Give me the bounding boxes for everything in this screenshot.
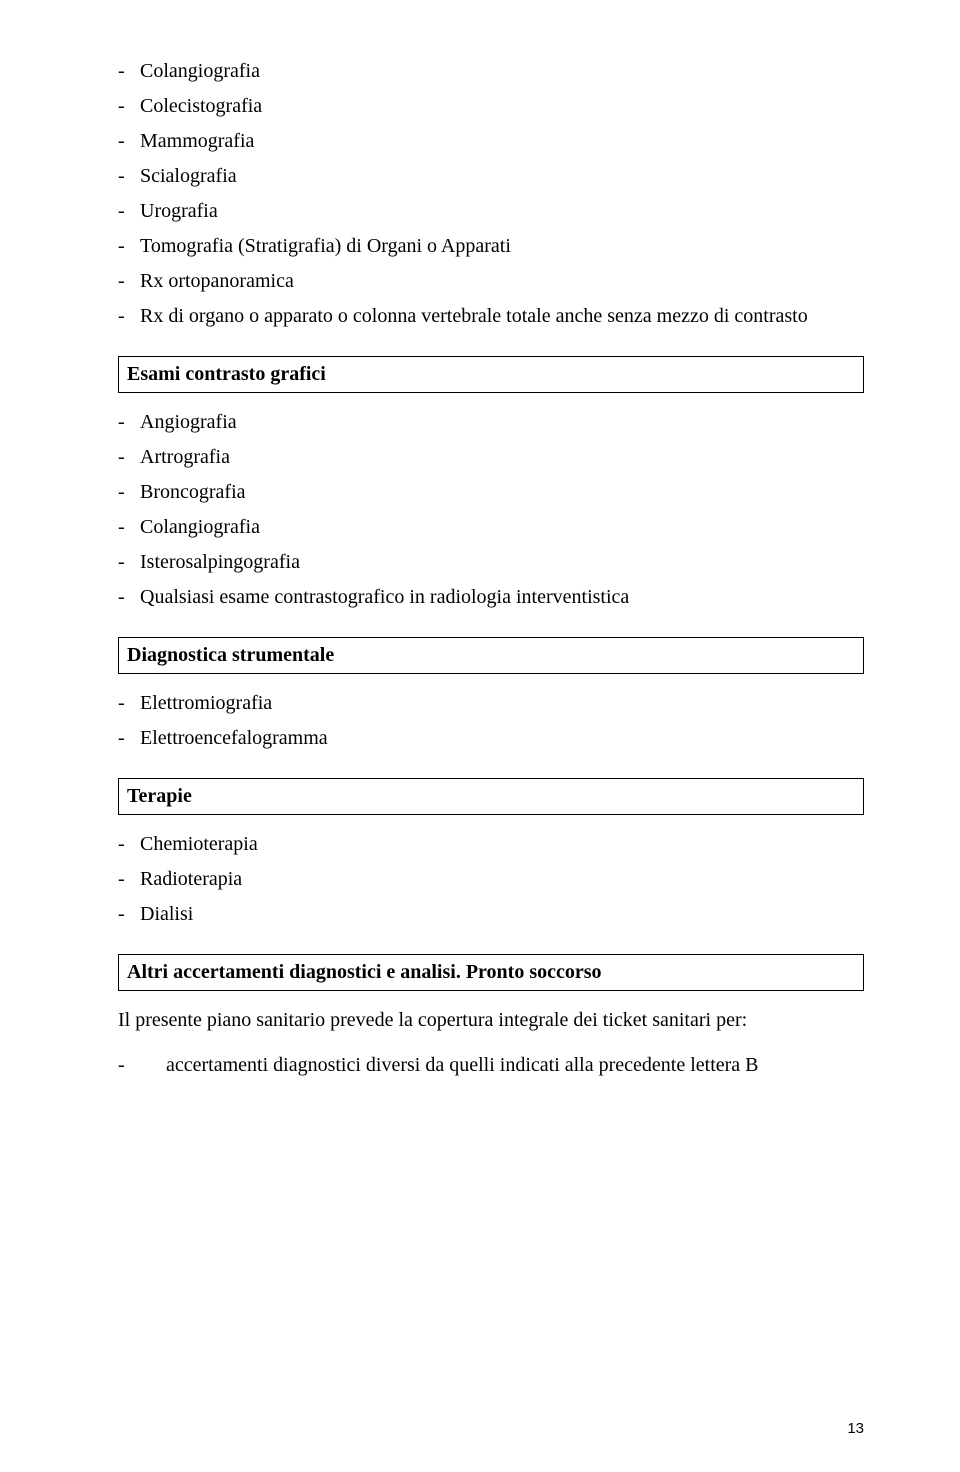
- dash-icon: -: [118, 1050, 166, 1081]
- dash-icon: -: [118, 231, 140, 262]
- list-item-text: Rx di organo o apparato o colonna verteb…: [140, 301, 864, 332]
- list-item: -Qualsiasi esame contrastografico in rad…: [118, 582, 864, 613]
- list-item: -Colecistografia: [118, 91, 864, 122]
- list-item: -Angiografia: [118, 407, 864, 438]
- list-item: -Rx ortopanoramica: [118, 266, 864, 297]
- list-item-text: Broncografia: [140, 477, 864, 508]
- dash-icon: -: [118, 301, 140, 332]
- list-item: -Rx di organo o apparato o colonna verte…: [118, 301, 864, 332]
- dash-icon: -: [118, 512, 140, 543]
- section-heading-altri: Altri accertamenti diagnostici e analisi…: [118, 954, 864, 991]
- list-item: -Chemioterapia: [118, 829, 864, 860]
- dash-icon: -: [118, 899, 140, 930]
- list-item-text: accertamenti diagnostici diversi da quel…: [166, 1050, 864, 1081]
- list-item-text: Urografia: [140, 196, 864, 227]
- list-item: -Artrografia: [118, 442, 864, 473]
- dash-icon: -: [118, 582, 140, 613]
- list-item-text: Dialisi: [140, 899, 864, 930]
- dash-icon: -: [118, 829, 140, 860]
- dash-icon: -: [118, 196, 140, 227]
- list-radiologia: -Colangiografia -Colecistografia -Mammog…: [118, 56, 864, 332]
- list-item-text: Rx ortopanoramica: [140, 266, 864, 297]
- document-page: -Colangiografia -Colecistografia -Mammog…: [0, 0, 960, 1472]
- dash-icon: -: [118, 56, 140, 87]
- list-item-text: Colecistografia: [140, 91, 864, 122]
- list-accertamenti: -accertamenti diagnostici diversi da que…: [118, 1050, 864, 1081]
- list-diagnostica: -Elettromiografia -Elettroencefalogramma: [118, 688, 864, 754]
- dash-icon: -: [118, 864, 140, 895]
- page-number: 13: [847, 1417, 864, 1440]
- list-item: -Scialografia: [118, 161, 864, 192]
- dash-icon: -: [118, 547, 140, 578]
- dash-icon: -: [118, 442, 140, 473]
- list-item-text: Tomografia (Stratigrafia) di Organi o Ap…: [140, 231, 864, 262]
- dash-icon: -: [118, 161, 140, 192]
- dash-icon: -: [118, 126, 140, 157]
- paragraph-intro: Il presente piano sanitario prevede la c…: [118, 1005, 864, 1036]
- section-heading-diagnostica: Diagnostica strumentale: [118, 637, 864, 674]
- section-heading-terapie: Terapie: [118, 778, 864, 815]
- list-item: -Elettromiografia: [118, 688, 864, 719]
- list-item-text: Scialografia: [140, 161, 864, 192]
- dash-icon: -: [118, 266, 140, 297]
- dash-icon: -: [118, 688, 140, 719]
- list-item: -Elettroencefalogramma: [118, 723, 864, 754]
- list-item: -Isterosalpingografia: [118, 547, 864, 578]
- section-heading-contrasto: Esami contrasto grafici: [118, 356, 864, 393]
- list-item-text: Isterosalpingografia: [140, 547, 864, 578]
- list-item: -Mammografia: [118, 126, 864, 157]
- list-item-text: Colangiografia: [140, 56, 864, 87]
- list-item-text: Elettroencefalogramma: [140, 723, 864, 754]
- dash-icon: -: [118, 91, 140, 122]
- list-item-text: Qualsiasi esame contrastografico in radi…: [140, 582, 864, 613]
- list-item: -Broncografia: [118, 477, 864, 508]
- list-contrasto: -Angiografia -Artrografia -Broncografia …: [118, 407, 864, 613]
- dash-icon: -: [118, 407, 140, 438]
- list-item-text: Colangiografia: [140, 512, 864, 543]
- list-item: -Urografia: [118, 196, 864, 227]
- list-item-text: Radioterapia: [140, 864, 864, 895]
- list-item: -Colangiografia: [118, 56, 864, 87]
- list-item: -Tomografia (Stratigrafia) di Organi o A…: [118, 231, 864, 262]
- dash-icon: -: [118, 477, 140, 508]
- list-item-text: Artrografia: [140, 442, 864, 473]
- dash-icon: -: [118, 723, 140, 754]
- list-item: -accertamenti diagnostici diversi da que…: [118, 1050, 864, 1081]
- list-terapie: -Chemioterapia -Radioterapia -Dialisi: [118, 829, 864, 930]
- list-item-text: Mammografia: [140, 126, 864, 157]
- list-item: -Dialisi: [118, 899, 864, 930]
- list-item: -Colangiografia: [118, 512, 864, 543]
- list-item-text: Elettromiografia: [140, 688, 864, 719]
- list-item-text: Chemioterapia: [140, 829, 864, 860]
- list-item: -Radioterapia: [118, 864, 864, 895]
- list-item-text: Angiografia: [140, 407, 864, 438]
